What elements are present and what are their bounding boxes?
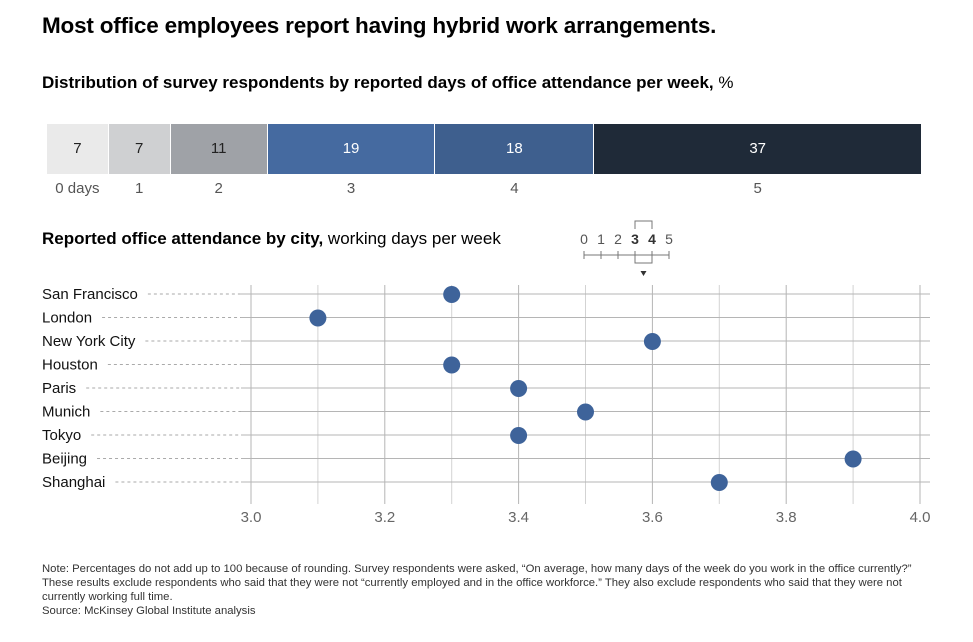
city-label: San Francisco: [42, 286, 138, 303]
source: Source: McKinsey Global Institute analys…: [42, 605, 256, 617]
data-point: [443, 356, 461, 374]
city-label: Beijing: [42, 451, 87, 468]
segment-category-label: 4: [510, 180, 519, 197]
scale-bracket-bottom: [634, 251, 653, 264]
segment-category-label: 5: [753, 180, 762, 197]
scale-label: 0: [580, 231, 588, 247]
segment-value-label: 11: [210, 140, 227, 157]
data-point: [510, 380, 528, 397]
segment-category-label: 0 days: [55, 180, 100, 197]
segment-value-label: 7: [135, 140, 144, 157]
scale-label: 3: [631, 231, 639, 247]
data-point: [710, 474, 728, 491]
bar-segment: 18 4: [435, 124, 595, 197]
segment-value-label: 7: [73, 140, 82, 157]
city-label: Tokyo: [42, 427, 81, 444]
x-tick-label: 3.2: [374, 509, 395, 526]
city-label: Shanghai: [42, 474, 105, 491]
scale-label: 1: [597, 231, 605, 247]
city-subtitle: Reported office attendance by city, work…: [42, 229, 501, 249]
x-tick-label: 3.8: [776, 509, 797, 526]
data-point: [443, 286, 461, 303]
segment-category-label: 2: [214, 180, 223, 197]
distribution-subtitle-bold: Distribution of survey respondents by re…: [42, 73, 714, 92]
data-point: [844, 450, 862, 468]
city-label: Munich: [42, 404, 90, 421]
segment-category-label: 1: [135, 180, 144, 197]
city-subtitle-bold: Reported office attendance by city,: [42, 229, 324, 248]
x-tick-label: 3.0: [241, 509, 262, 526]
x-tick-label: 4.0: [910, 509, 931, 526]
data-point: [577, 403, 594, 421]
city-label: New York City: [42, 333, 136, 350]
x-tick-label: 3.6: [642, 509, 663, 526]
footnote: Note: Percentages do not add up to 100 b…: [42, 563, 912, 603]
city-label: Houston: [42, 357, 98, 374]
bar-segment: 37 5: [594, 124, 921, 197]
bar-segment: 7 0 days: [47, 124, 109, 197]
x-tick-label: 3.4: [508, 509, 529, 526]
data-point: [309, 309, 327, 327]
bar-segment: 11 2: [170, 124, 268, 197]
segment-category-label: 3: [346, 180, 356, 197]
segment-value-label: 19: [342, 140, 360, 157]
city-label: London: [42, 310, 92, 327]
data-point: [510, 427, 528, 444]
scale-label: 2: [614, 231, 622, 247]
scale-label: 4: [648, 231, 656, 247]
data-point: [643, 333, 661, 350]
distribution-subtitle: Distribution of survey respondents by re…: [42, 73, 734, 93]
scale-arrow-icon: [640, 271, 647, 276]
city-subtitle-unit: working days per week: [323, 229, 501, 248]
segment-value-label: 37: [749, 140, 766, 157]
bar-segment: 19 3: [267, 124, 436, 197]
distribution-subtitle-unit: %: [713, 73, 734, 92]
city-label: Paris: [42, 380, 76, 397]
dot-plot: 3.0 3.2 3.4 3.6 3.8 4.0 San Francisco London New…: [42, 285, 931, 526]
scale-label: 5: [665, 231, 673, 247]
segment-value-label: 18: [506, 140, 523, 157]
chart-title: Most office employees report having hybr…: [42, 13, 717, 38]
scale-bracket-top: [634, 220, 653, 229]
